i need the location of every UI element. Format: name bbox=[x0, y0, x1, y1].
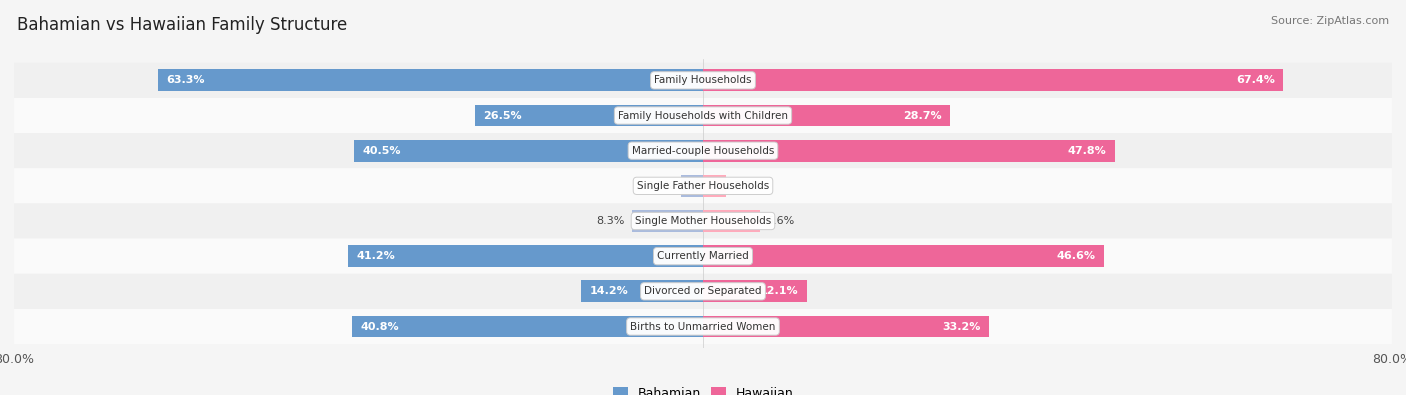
Text: Family Households: Family Households bbox=[654, 75, 752, 85]
FancyBboxPatch shape bbox=[14, 203, 1392, 239]
Text: 40.8%: 40.8% bbox=[360, 322, 399, 331]
Text: Married-couple Households: Married-couple Households bbox=[631, 146, 775, 156]
Text: Divorced or Separated: Divorced or Separated bbox=[644, 286, 762, 296]
FancyBboxPatch shape bbox=[14, 309, 1392, 344]
FancyBboxPatch shape bbox=[14, 239, 1392, 274]
Text: 12.1%: 12.1% bbox=[761, 286, 799, 296]
Text: 40.5%: 40.5% bbox=[363, 146, 401, 156]
Text: 2.5%: 2.5% bbox=[647, 181, 675, 191]
Bar bbox=[703, 316, 988, 337]
Bar bbox=[703, 105, 950, 126]
Bar bbox=[703, 210, 759, 232]
Text: 8.3%: 8.3% bbox=[596, 216, 624, 226]
Bar bbox=[703, 280, 807, 302]
Bar bbox=[703, 70, 1284, 91]
FancyBboxPatch shape bbox=[14, 133, 1392, 168]
Bar bbox=[703, 175, 727, 197]
Bar bbox=[157, 70, 703, 91]
Bar bbox=[682, 175, 703, 197]
Text: Currently Married: Currently Married bbox=[657, 251, 749, 261]
Bar bbox=[703, 245, 1104, 267]
Text: Family Households with Children: Family Households with Children bbox=[619, 111, 787, 120]
FancyBboxPatch shape bbox=[14, 274, 1392, 309]
FancyBboxPatch shape bbox=[14, 63, 1392, 98]
Text: 47.8%: 47.8% bbox=[1067, 146, 1107, 156]
Text: 63.3%: 63.3% bbox=[166, 75, 205, 85]
Text: 41.2%: 41.2% bbox=[357, 251, 395, 261]
Text: Source: ZipAtlas.com: Source: ZipAtlas.com bbox=[1271, 16, 1389, 26]
FancyBboxPatch shape bbox=[14, 98, 1392, 133]
FancyBboxPatch shape bbox=[14, 168, 1392, 203]
Text: 28.7%: 28.7% bbox=[903, 111, 942, 120]
Bar bbox=[581, 280, 703, 302]
Text: 14.2%: 14.2% bbox=[589, 286, 628, 296]
Bar bbox=[631, 210, 703, 232]
Bar bbox=[354, 140, 703, 162]
Text: 26.5%: 26.5% bbox=[484, 111, 522, 120]
Text: 2.7%: 2.7% bbox=[733, 181, 762, 191]
Bar bbox=[352, 316, 703, 337]
Text: Bahamian vs Hawaiian Family Structure: Bahamian vs Hawaiian Family Structure bbox=[17, 16, 347, 34]
Bar bbox=[703, 140, 1115, 162]
Text: Single Mother Households: Single Mother Households bbox=[636, 216, 770, 226]
Text: Births to Unmarried Women: Births to Unmarried Women bbox=[630, 322, 776, 331]
Text: 6.6%: 6.6% bbox=[766, 216, 794, 226]
Bar bbox=[349, 245, 703, 267]
Bar bbox=[475, 105, 703, 126]
Text: 46.6%: 46.6% bbox=[1057, 251, 1095, 261]
Text: 33.2%: 33.2% bbox=[942, 322, 980, 331]
Legend: Bahamian, Hawaiian: Bahamian, Hawaiian bbox=[607, 382, 799, 395]
Text: 67.4%: 67.4% bbox=[1236, 75, 1275, 85]
Text: Single Father Households: Single Father Households bbox=[637, 181, 769, 191]
